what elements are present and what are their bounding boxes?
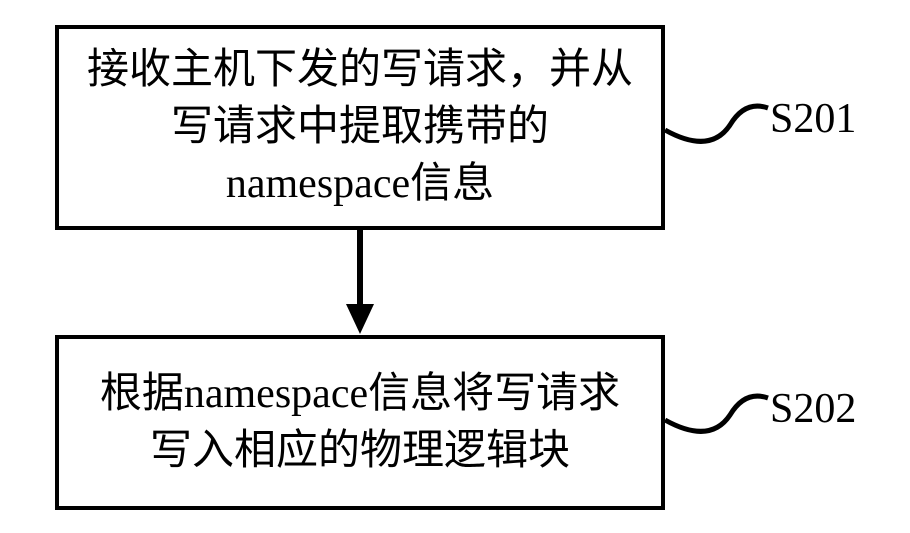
step-box-1-text: 接收主机下发的写请求，并从写请求中提取携带的namespace信息 (79, 42, 641, 212)
step-box-2: 根据namespace信息将写请求写入相应的物理逻辑块 (55, 335, 665, 510)
label-s202: S202 (770, 385, 856, 433)
step-box-2-text: 根据namespace信息将写请求写入相应的物理逻辑块 (79, 366, 641, 479)
label-s201-text: S201 (770, 96, 856, 142)
step-box-1: 接收主机下发的写请求，并从写请求中提取携带的namespace信息 (55, 25, 665, 230)
diagram-canvas: 接收主机下发的写请求，并从写请求中提取携带的namespace信息 根据name… (0, 0, 910, 533)
label-s202-text: S202 (770, 386, 856, 432)
label-s201: S201 (770, 95, 856, 143)
